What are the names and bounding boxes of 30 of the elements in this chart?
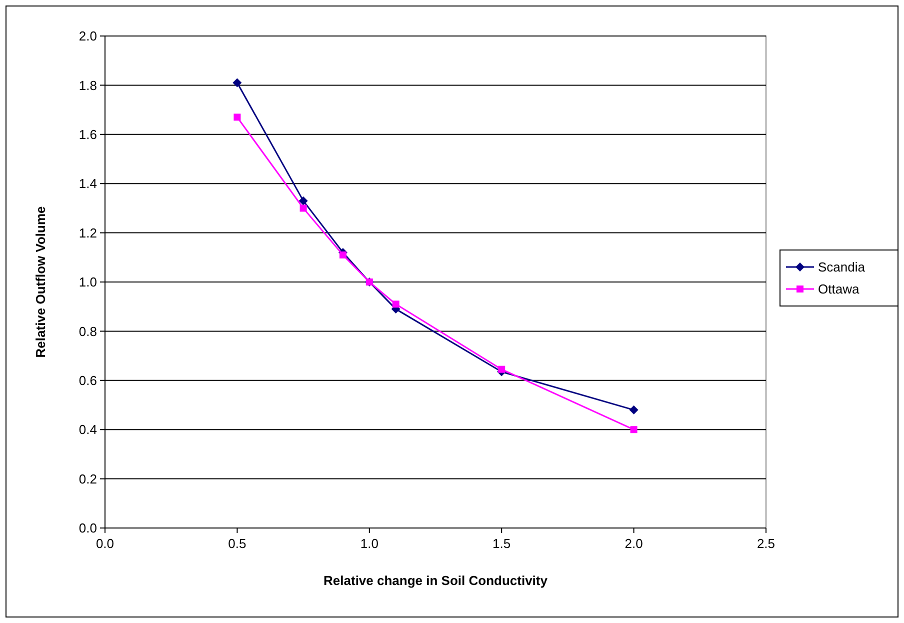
y-tick-label: 0.8 [78, 324, 97, 339]
y-tick-label: 0.6 [78, 372, 97, 388]
x-tick-label: 2.0 [624, 536, 643, 551]
y-tick-label: 1.4 [78, 176, 97, 192]
point [498, 366, 506, 373]
x-tick-label: 0.0 [96, 536, 114, 551]
y-tick-label: 0.4 [78, 422, 97, 438]
point [234, 114, 241, 121]
y-tick-label: 0.2 [78, 471, 97, 486]
point [630, 426, 638, 434]
y-tick-label: 1.0 [78, 274, 97, 290]
x-axis-title: Relative change in Soil Conductivity [324, 573, 548, 588]
legend-label: Scandia [818, 260, 866, 275]
y-tick-label: 0.0 [78, 520, 97, 536]
point [629, 405, 638, 414]
legend-label: Ottawa [818, 282, 860, 297]
x-tick-label: 2.5 [756, 536, 776, 551]
y-tick-label: 1.2 [78, 225, 97, 240]
point [300, 204, 307, 212]
x-tick-label: 0.5 [228, 536, 246, 551]
x-tick-label: 1.5 [492, 536, 511, 551]
point [232, 78, 242, 88]
point [298, 196, 308, 206]
y-axis-title: Relative Outflow Volume [33, 206, 48, 358]
point [339, 251, 346, 258]
x-tick-label: 1.0 [360, 536, 378, 551]
y-tick-label: 1.6 [78, 126, 97, 142]
y-tick-label: 2.0 [78, 28, 97, 44]
y-tick-label: 1.8 [78, 78, 97, 93]
point [392, 300, 400, 308]
